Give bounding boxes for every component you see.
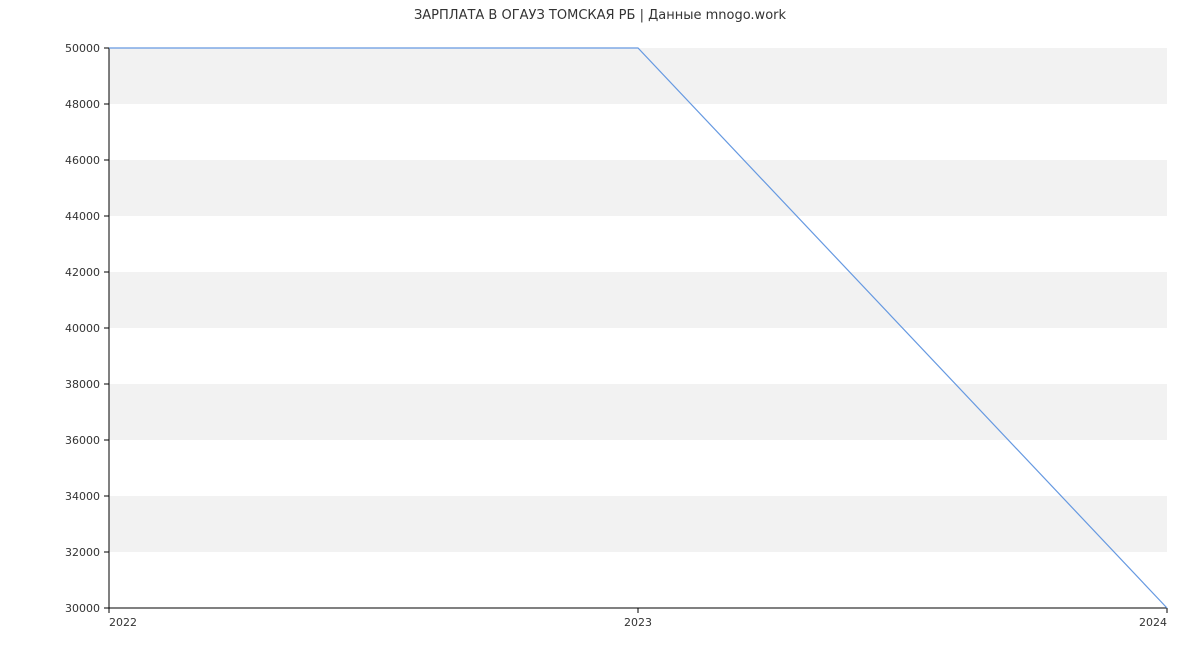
y-tick-label: 50000 [65,42,100,55]
grid-band [109,160,1167,216]
grid-band [109,216,1167,272]
y-tick-label: 32000 [65,546,100,559]
grid-band [109,272,1167,328]
y-tick-label: 44000 [65,210,100,223]
grid-band [109,496,1167,552]
y-tick-label: 40000 [65,322,100,335]
x-tick-label: 2023 [624,616,652,629]
salary-line-chart: 30000 32000 34000 36000 38000 40000 42000 44000… [0,0,1200,650]
grid-band [109,328,1167,384]
x-tick-label: 2024 [1139,616,1167,629]
grid-band [109,440,1167,496]
grid-band [109,384,1167,440]
x-tick-label: 2022 [109,616,137,629]
y-tick-label: 34000 [65,490,100,503]
y-tick-label: 36000 [65,434,100,447]
y-tick-label: 42000 [65,266,100,279]
y-tick-label: 38000 [65,378,100,391]
y-tick-label: 48000 [65,98,100,111]
grid-band [109,104,1167,160]
grid-band [109,48,1167,104]
y-tick-label: 30000 [65,602,100,615]
grid-band [109,552,1167,608]
y-tick-label: 46000 [65,154,100,167]
